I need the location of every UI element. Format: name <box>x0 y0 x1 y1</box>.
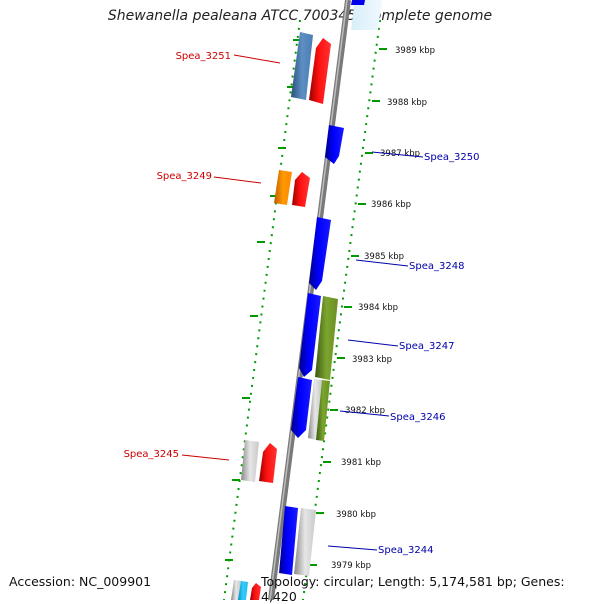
kbp-label-3979: 3979 kbp <box>331 561 371 571</box>
kbp-label-3984: 3984 kbp <box>358 303 398 313</box>
gene-spea-3251-steelblue[interactable] <box>291 32 313 100</box>
kbp-label-3989: 3989 kbp <box>395 46 435 56</box>
outer-tick-rail-left <box>223 19 301 600</box>
leader-spea-3247 <box>347 339 399 347</box>
gene-features <box>231 0 382 600</box>
genome-title: Shewanella pealeana ATCC 700345, complet… <box>107 8 493 24</box>
leader-spea-3250 <box>371 151 424 158</box>
right-major-ticks <box>309 48 387 566</box>
gene-spea-3244-gray[interactable] <box>294 508 316 576</box>
kbp-label-3987: 3987 kbp <box>380 149 420 159</box>
gene-spea-3244-blue[interactable] <box>279 506 298 575</box>
gene-top-light[interactable] <box>351 0 382 30</box>
leader-spea-3245 <box>181 454 230 461</box>
gene-spea-3245-red[interactable] <box>259 443 277 483</box>
gene-label-spea-3247[interactable]: Spea_3247 <box>399 341 454 352</box>
gene-spea-3251-red[interactable] <box>309 38 331 104</box>
kbp-label-3988: 3988 kbp <box>387 98 427 108</box>
leader-spea-3251 <box>233 54 281 64</box>
gene-spea-3246-olive[interactable] <box>316 380 330 441</box>
kbp-label-3986: 3986 kbp <box>371 200 411 210</box>
left-major-ticks <box>225 39 301 561</box>
gene-spea-3245-gray[interactable] <box>241 440 259 482</box>
kbp-label-3983: 3983 kbp <box>352 355 392 365</box>
kbp-label-3980: 3980 kbp <box>336 510 376 520</box>
gene-label-spea-3246[interactable]: Spea_3246 <box>390 412 445 423</box>
gene-spea-3248-blue[interactable] <box>309 217 331 290</box>
gene-label-spea-3250[interactable]: Spea_3250 <box>424 152 479 163</box>
gene-label-spea-3249[interactable]: Spea_3249 <box>157 171 212 182</box>
gene-spea-3247-blue[interactable] <box>299 293 321 377</box>
gene-label-spea-3251[interactable]: Spea_3251 <box>176 51 231 62</box>
gene-bottom-cyan[interactable] <box>238 581 248 600</box>
leader-spea-3244 <box>327 545 378 551</box>
outer-tick-rail-right <box>302 19 381 600</box>
leader-spea-3248 <box>355 259 409 267</box>
gene-spea-3249-orange[interactable] <box>274 170 292 205</box>
gene-spea-3250-blue[interactable] <box>325 125 344 164</box>
gene-leader-lines <box>181 54 424 551</box>
accession-text: Accession: NC_009901 <box>9 574 152 589</box>
kbp-label-3981: 3981 kbp <box>341 458 381 468</box>
gene-label-spea-3244[interactable]: Spea_3244 <box>378 545 433 556</box>
gene-spea-3246-blue[interactable] <box>291 377 312 438</box>
gene-spea-3249-red[interactable] <box>292 172 310 207</box>
kbp-label-3982: 3982 kbp <box>345 406 385 416</box>
gene-bottom-red[interactable] <box>250 583 261 600</box>
leader-spea-3249 <box>213 176 262 184</box>
leader-spea-3246 <box>339 410 390 417</box>
gene-top-blue[interactable] <box>351 0 365 5</box>
gene-label-spea-3245[interactable]: Spea_3245 <box>124 449 179 460</box>
gene-label-spea-3248[interactable]: Spea_3248 <box>409 261 464 272</box>
gene-spea-3247-olive[interactable] <box>315 296 338 380</box>
gene-bottom-gray[interactable] <box>231 580 241 600</box>
gene-spea-3246-gray[interactable] <box>308 379 322 440</box>
kbp-label-3985: 3985 kbp <box>364 252 404 262</box>
